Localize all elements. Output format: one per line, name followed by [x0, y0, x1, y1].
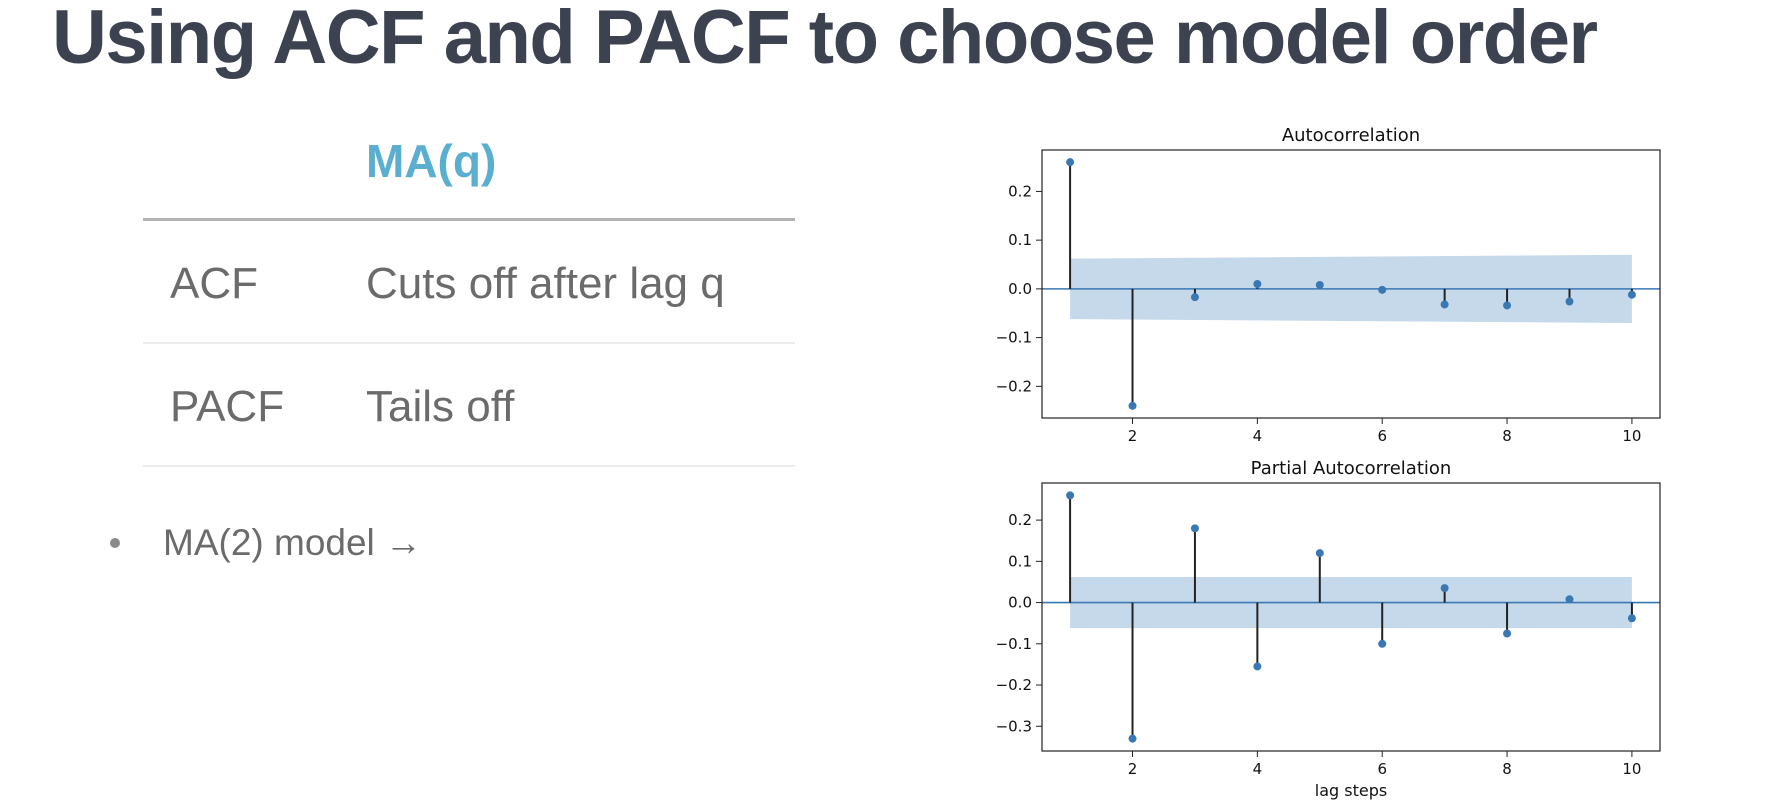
y-tick-label: 0.2 — [1008, 511, 1032, 529]
data-point — [1627, 614, 1636, 623]
x-tick-label: 6 — [1377, 427, 1387, 445]
bullet-dot-icon — [110, 538, 120, 548]
data-point — [1315, 549, 1324, 558]
x-tick-label: 4 — [1253, 427, 1263, 445]
bullet-text: MA(2) model → — [163, 522, 423, 563]
x-axis-label: lag steps — [1315, 781, 1387, 800]
y-tick-label: −0.1 — [996, 635, 1032, 653]
data-point — [1066, 491, 1075, 500]
data-point — [1565, 595, 1574, 604]
data-point — [1253, 280, 1262, 288]
data-point — [1128, 401, 1137, 410]
y-tick-label: −0.3 — [996, 717, 1032, 735]
data-point — [1440, 584, 1449, 593]
chart-1: Partial Autocorrelation 2 4 6 8 10 0.2 0.1 0.0 −0… — [996, 458, 1661, 800]
chart-0: Autocorrelation 2 4 6 8 10 0.2 0.1 0.0 −0.1 −0.2 — [996, 125, 1661, 445]
x-tick-label: 10 — [1622, 427, 1641, 445]
y-tick-label: 0.0 — [1008, 280, 1032, 298]
data-point — [1190, 293, 1199, 302]
data-point — [1378, 285, 1387, 294]
data-point — [1627, 290, 1636, 299]
chart-title: Partial Autocorrelation — [1251, 458, 1452, 479]
column-header-ma-q: MA(q) — [366, 135, 497, 187]
table-row-pacf: PACF Tails off — [143, 344, 795, 467]
data-point — [1378, 639, 1387, 648]
data-point — [1440, 300, 1449, 309]
page-title: Using ACF and PACF to choose model order — [52, 0, 1598, 80]
y-tick-label: 0.1 — [1008, 552, 1032, 570]
data-point — [1503, 301, 1512, 310]
bullet-item: MA(2) model → — [110, 522, 422, 564]
x-tick-label: 6 — [1377, 760, 1387, 778]
y-tick-label: 0.2 — [1008, 182, 1032, 200]
row-label-acf: ACF — [170, 259, 258, 308]
x-tick-label: 4 — [1253, 760, 1263, 778]
model-order-table: MA(q) ACF Cuts off after lag q PACF Tail… — [143, 120, 795, 467]
x-tick-label: 8 — [1502, 760, 1512, 778]
y-tick-label: 0.1 — [1008, 231, 1032, 249]
data-point — [1253, 662, 1262, 671]
data-point — [1066, 158, 1075, 167]
data-point — [1190, 524, 1199, 533]
row-value-acf: Cuts off after lag q — [366, 259, 725, 308]
table-header-row: MA(q) — [143, 120, 795, 221]
x-tick-label: 8 — [1502, 427, 1512, 445]
y-tick-label: −0.1 — [996, 329, 1032, 347]
data-point — [1128, 734, 1137, 743]
y-tick-label: −0.2 — [996, 676, 1032, 694]
data-point — [1315, 280, 1324, 289]
row-label-pacf: PACF — [170, 382, 285, 431]
x-tick-label: 10 — [1622, 760, 1641, 778]
data-point — [1503, 629, 1512, 638]
row-value-pacf: Tails off — [366, 382, 515, 431]
data-point — [1565, 297, 1574, 306]
plot-frame — [1041, 149, 1661, 419]
table-row-acf: ACF Cuts off after lag q — [143, 221, 795, 344]
x-tick-label: 2 — [1128, 427, 1138, 445]
y-tick-label: 0.0 — [1008, 594, 1032, 612]
plot-frame — [1041, 482, 1661, 752]
y-tick-label: −0.2 — [996, 377, 1032, 395]
chart-title: Autocorrelation — [1282, 125, 1420, 146]
x-tick-label: 2 — [1128, 760, 1138, 778]
